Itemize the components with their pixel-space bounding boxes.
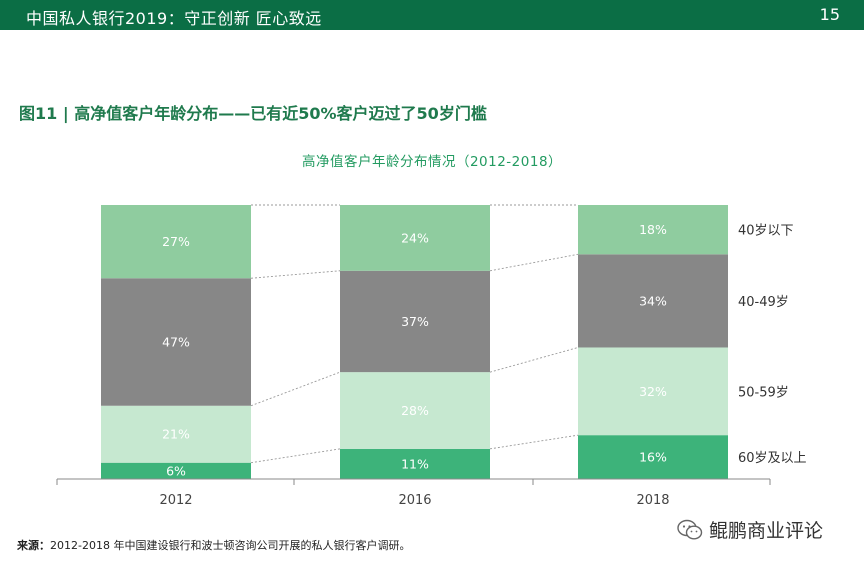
legend-label-s0: 60岁及以上 xyxy=(738,451,807,466)
connector-line-1-s1 xyxy=(489,347,579,373)
legend-label-s1: 50-59岁 xyxy=(738,385,789,400)
data-label-2018-s1: 32% xyxy=(639,384,667,399)
legend-label-s3: 40岁以下 xyxy=(738,224,794,239)
data-label-2016-s2: 37% xyxy=(401,314,429,329)
data-label-2012-s1: 21% xyxy=(162,427,190,442)
connector-line-1-s0 xyxy=(489,434,579,450)
x-tick-label-2018: 2018 xyxy=(636,493,669,508)
bar-segment-2016-s3 xyxy=(340,205,490,271)
watermark-text: 鲲鹏商业评论 xyxy=(709,520,824,542)
bar-segment-2012-s2 xyxy=(101,278,251,406)
connector-line-0-s0 xyxy=(250,448,341,464)
data-label-2012-s3: 27% xyxy=(162,234,190,249)
data-label-2016-s0: 11% xyxy=(401,456,429,471)
bar-segment-2016-s0 xyxy=(340,448,490,479)
data-label-2016-s3: 24% xyxy=(401,230,429,245)
page-number: 15 xyxy=(819,5,840,24)
connector-line-0-s2 xyxy=(250,270,341,279)
x-tick-label-2016: 2016 xyxy=(398,493,431,508)
bar-segment-2018-s0 xyxy=(578,435,728,479)
bar-segment-2012-s3 xyxy=(101,205,251,279)
connector-line-1-s2 xyxy=(489,253,579,272)
source-text: 2012-2018 年中国建设银行和波士顿咨询公司开展的私人银行客户调研。 xyxy=(50,539,411,552)
data-label-2012-s2: 47% xyxy=(162,335,190,350)
connector-line-0-s1 xyxy=(250,371,341,407)
figure-title: 图11 | 高净值客户年龄分布——已有近50%客户迈过了50岁门槛 xyxy=(19,104,487,123)
source-note: 来源：2012-2018 年中国建设银行和波士顿咨询公司开展的私人银行客户调研。 xyxy=(17,537,410,553)
bar-segment-2012-s0 xyxy=(101,462,251,479)
bar-segment-2018-s1 xyxy=(578,347,728,436)
chart-title: 高净值客户年龄分布情况（2012-2018） xyxy=(301,154,563,170)
data-label-2018-s2: 34% xyxy=(639,293,667,308)
wechat-icon xyxy=(677,519,703,540)
data-label-2012-s0: 6% xyxy=(166,463,186,478)
header-bar: 中国私人银行2019：守正创新 匠心致远 15 xyxy=(0,0,864,30)
bar-segment-2016-s2 xyxy=(340,270,490,373)
bar-segment-2016-s1 xyxy=(340,372,490,449)
legend-label-s2: 40-49岁 xyxy=(738,295,789,310)
source-label: 来源： xyxy=(17,539,50,552)
bar-segment-2018-s2 xyxy=(578,254,728,348)
data-label-2018-s3: 18% xyxy=(639,222,667,237)
bar-segment-2018-s3 xyxy=(578,205,728,255)
x-tick-label-2012: 2012 xyxy=(159,493,192,508)
bar-segment-2012-s1 xyxy=(101,405,251,463)
data-label-2018-s0: 16% xyxy=(639,450,667,465)
watermark: 鲲鹏商业评论 xyxy=(677,516,823,543)
report-title: 中国私人银行2019：守正创新 匠心致远 xyxy=(26,9,322,28)
data-label-2016-s1: 28% xyxy=(401,403,429,418)
